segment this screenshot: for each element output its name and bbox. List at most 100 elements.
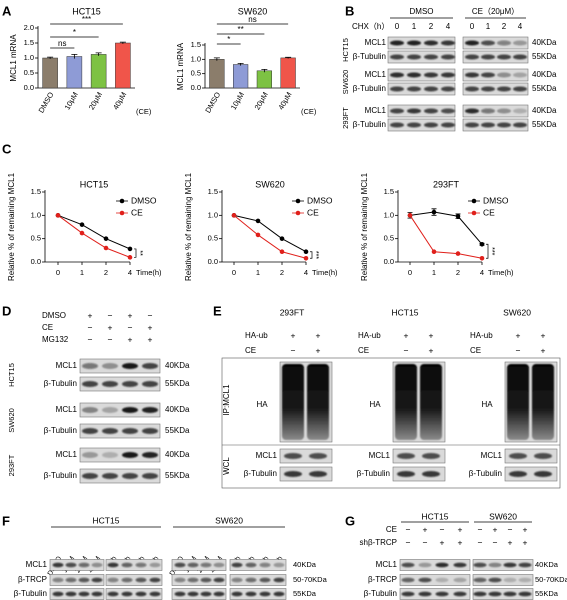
band xyxy=(273,577,285,583)
band xyxy=(435,591,449,597)
band xyxy=(121,562,133,568)
band xyxy=(107,562,119,568)
series-line xyxy=(233,214,307,259)
protein-label: β-Tubulin xyxy=(14,589,47,598)
band xyxy=(174,591,186,597)
size-label: 40KDa xyxy=(293,560,317,569)
bar xyxy=(209,59,225,89)
x-tick-label: 10μM xyxy=(229,90,246,111)
legend-marker xyxy=(471,210,477,216)
blot-membrane xyxy=(462,118,529,132)
band xyxy=(245,577,257,583)
series-marker xyxy=(231,213,237,218)
series-line xyxy=(409,211,483,245)
blot-membrane xyxy=(279,466,333,482)
band xyxy=(122,452,138,458)
x-tick-label: 4 xyxy=(304,268,308,277)
significance-bracket xyxy=(134,248,137,258)
size-label: 55KDa xyxy=(532,52,557,61)
protein-label: β-Tubulin xyxy=(357,469,390,478)
x-tick-label: 1 xyxy=(80,268,84,277)
band xyxy=(513,40,527,46)
size-label: 40KDa xyxy=(532,70,557,79)
blot-membrane xyxy=(79,447,161,463)
band xyxy=(418,562,432,568)
blot-membrane xyxy=(79,402,161,418)
band xyxy=(441,72,455,78)
band xyxy=(424,86,438,92)
protein-label: β-Tubulin xyxy=(44,471,77,480)
blot-membrane xyxy=(229,574,287,586)
size-label: 55KDa xyxy=(532,84,557,93)
band xyxy=(424,40,438,46)
band xyxy=(187,591,199,597)
protein-label: β-Tubulin xyxy=(44,379,77,388)
y-tick-label: 1.0 xyxy=(208,210,218,219)
band xyxy=(122,363,138,369)
block-title: SW620 xyxy=(503,307,531,317)
blot-membrane xyxy=(462,36,529,50)
band xyxy=(401,577,415,583)
band xyxy=(497,122,511,128)
lane-label: 1 xyxy=(486,22,491,31)
band xyxy=(102,363,118,369)
protein-label: MCL1 xyxy=(256,451,278,460)
y-tick-label: 1.5 xyxy=(191,40,201,49)
band xyxy=(424,54,438,60)
y-tick-label: 1.0 xyxy=(31,210,41,219)
blot-header: CHX（h） xyxy=(352,22,389,31)
error-bar xyxy=(261,68,268,73)
legend-label: DMSO xyxy=(483,195,509,205)
band xyxy=(52,591,64,597)
legend-marker xyxy=(471,198,477,204)
chart-title: HCT15 xyxy=(80,179,109,189)
series-marker xyxy=(55,213,61,218)
protein-label: β-Tubulin xyxy=(353,52,386,61)
significance-label: *** xyxy=(82,15,91,24)
y-tick-label: 1.0 xyxy=(191,54,201,63)
band xyxy=(401,562,415,568)
error-bar xyxy=(95,52,102,56)
condition-sign: + xyxy=(148,322,153,332)
band xyxy=(91,562,103,568)
y-tick-label: 2.0 xyxy=(24,23,34,32)
y-tick-label: 0.0 xyxy=(31,257,41,266)
panel-letter: E xyxy=(213,303,222,318)
x-tick-label: 1 xyxy=(256,268,260,277)
band xyxy=(435,577,449,583)
panel-letter: D xyxy=(2,303,11,318)
blot-membrane xyxy=(49,574,105,586)
band xyxy=(441,86,455,92)
band xyxy=(407,86,421,92)
band xyxy=(497,54,511,60)
panel-letter: B xyxy=(345,3,354,18)
series-line xyxy=(409,215,483,259)
bar xyxy=(256,70,272,89)
x-tick-label: 1 xyxy=(432,268,436,277)
cell-line-label: SW620 xyxy=(7,408,16,433)
x-tick-label: 2 xyxy=(456,268,460,277)
condition-sign: + xyxy=(523,524,528,534)
x-tick-label: 0 xyxy=(56,268,60,277)
band xyxy=(397,453,415,459)
band xyxy=(497,40,511,46)
condition-sign: − xyxy=(423,537,428,547)
size-label: 55KDa xyxy=(165,471,190,480)
condition-label: shβ-TRCP xyxy=(360,538,398,547)
x-axis-label: Time(h) xyxy=(488,268,514,277)
significance-label: ** xyxy=(238,25,244,34)
band xyxy=(52,562,64,568)
significance-label: *** xyxy=(488,247,495,255)
x-tick-label: 20μM xyxy=(253,90,270,111)
condition-sign: − xyxy=(493,537,498,547)
band xyxy=(52,577,64,583)
error-bar xyxy=(71,54,78,59)
band xyxy=(82,363,98,369)
band xyxy=(142,407,158,413)
band xyxy=(481,86,495,92)
ubiquitin-smear xyxy=(395,364,417,440)
bar xyxy=(233,64,249,89)
band xyxy=(518,562,532,568)
band xyxy=(309,471,327,477)
y-axis-label: Relative % of remaining MCL1 xyxy=(7,172,16,281)
